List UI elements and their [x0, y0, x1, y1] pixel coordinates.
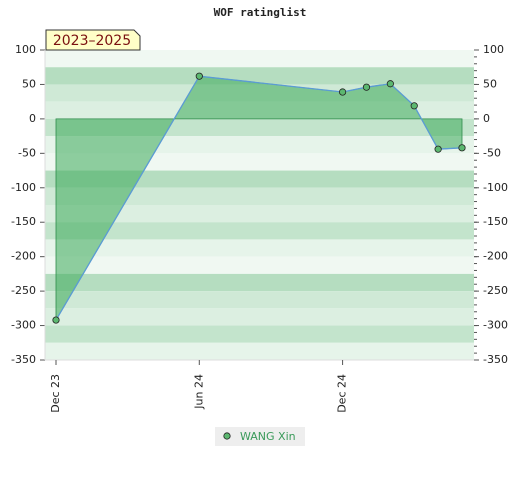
background-band — [45, 50, 474, 68]
x-tick-label: Dec 23 — [49, 374, 62, 413]
y2-tick-label: -300 — [483, 319, 508, 332]
annotation-box — [45, 29, 141, 51]
chart-title: WOF ratinglist — [214, 6, 307, 19]
y2-tick-label: 100 — [483, 43, 504, 56]
point — [434, 145, 442, 153]
legend-label: WANG Xin — [240, 430, 296, 443]
background-band — [45, 205, 474, 223]
background-band — [45, 256, 474, 274]
point — [52, 316, 60, 324]
background-band — [45, 67, 474, 85]
y-tick-label: -150 — [11, 215, 36, 228]
y-tick-label: 100 — [15, 43, 36, 56]
y2-tick-label: -100 — [483, 181, 508, 194]
background-band — [45, 187, 474, 205]
background-band — [45, 239, 474, 257]
y2-tick-label: 0 — [483, 112, 490, 125]
background-band — [45, 308, 474, 326]
line — [55, 75, 463, 321]
point — [195, 72, 203, 80]
x-tick-label: Dec 24 — [336, 374, 349, 413]
legend-marker — [223, 432, 231, 440]
y-tick-label: -350 — [11, 353, 36, 366]
background-band — [45, 342, 474, 360]
y-tick-label: -50 — [18, 146, 36, 159]
y-tick-label: -250 — [11, 284, 36, 297]
y-tick-label: -200 — [11, 250, 36, 263]
background-band — [45, 153, 474, 171]
background-band — [45, 291, 474, 309]
x-tick-label: Jun 24 — [192, 374, 205, 410]
annotation: 2023–2025 — [45, 29, 141, 51]
background-band — [45, 273, 474, 292]
legend-box — [215, 427, 305, 446]
y-tick-label: -300 — [11, 319, 36, 332]
y2-tick-label: -200 — [483, 250, 508, 263]
y2-tick-label: -150 — [483, 215, 508, 228]
point — [410, 102, 418, 110]
y2-tick-label: -250 — [483, 284, 508, 297]
annotation-text: 2023–2025 — [53, 33, 131, 49]
point — [386, 80, 394, 88]
point — [362, 83, 371, 91]
y-tick-label: 0 — [29, 112, 36, 125]
y2-tick-label: -50 — [483, 146, 501, 159]
point — [458, 144, 466, 152]
background-band — [45, 170, 474, 188]
background-band — [45, 222, 474, 240]
y2-tick-label: 50 — [483, 77, 497, 90]
y-tick-label: -100 — [11, 181, 36, 194]
point — [338, 88, 347, 96]
y-tick-label: 50 — [22, 77, 36, 90]
background-band — [45, 325, 474, 343]
y2-tick-label: -350 — [483, 353, 508, 366]
